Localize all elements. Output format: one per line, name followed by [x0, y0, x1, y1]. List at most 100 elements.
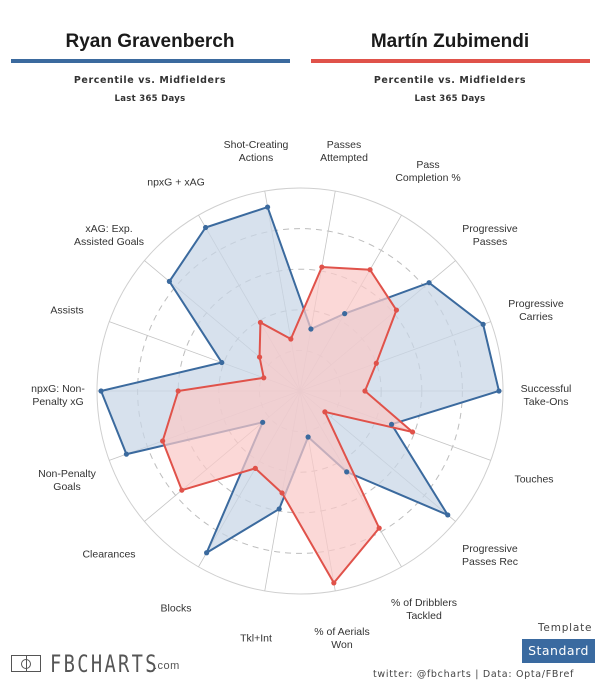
axis-label-line: Progressive: [462, 543, 518, 555]
logo-text: FBCHARTS: [50, 650, 159, 678]
player-name-right: Martín Zubimendi: [370, 31, 530, 52]
axis-label-line: Touches: [514, 473, 554, 486]
axis-label-line: npxG: Non-: [31, 383, 85, 395]
data-point: [322, 409, 328, 415]
axis-label: Pass Completion %: [395, 159, 460, 185]
data-point: [362, 388, 368, 394]
axis-label-line: Clearances: [82, 548, 136, 561]
data-point: [305, 434, 311, 440]
data-point: [342, 311, 348, 317]
fbcharts-logo: FBCHARTS .com: [11, 650, 190, 676]
data-point: [480, 321, 486, 327]
axis-label: xAG: Exp. Assisted Goals: [74, 223, 144, 249]
axis-label-line: Goals: [53, 481, 81, 493]
logo-suffix: .com: [154, 660, 180, 672]
axis-label: % of Aerials Won: [314, 626, 369, 652]
axis-label-line: Progressive: [462, 223, 518, 235]
axis-label-line: Won: [331, 639, 353, 651]
axis-label-line: Passes: [472, 236, 508, 248]
data-point: [367, 267, 373, 273]
radar-series: [98, 204, 502, 586]
axis-label-line: % of Aerials: [314, 626, 370, 638]
data-point: [160, 438, 166, 444]
axis-label-line: Penalty xG: [32, 396, 84, 408]
data-point: [409, 429, 416, 435]
data-point: [257, 319, 264, 326]
data-point: [175, 388, 181, 394]
axis-label-line: Actions: [238, 152, 274, 164]
axis-label-line: Blocks: [160, 602, 192, 615]
axis-label: Progressive Carries: [508, 298, 563, 324]
template-label: Template: [538, 622, 593, 634]
axis-label-line: Progressive: [508, 298, 564, 310]
axis-label-line: Assists: [50, 304, 84, 317]
template-select-button[interactable]: Standard: [522, 639, 595, 663]
data-point: [261, 375, 267, 381]
pitch-icon: [11, 655, 41, 672]
player-color-bar-right: [311, 59, 590, 63]
axis-label-line: Pass: [416, 159, 440, 171]
axis-label: Progressive Passes: [462, 223, 517, 249]
data-point: [279, 490, 285, 496]
data-point: [252, 465, 258, 471]
axis-label: Shot-Creating Actions: [224, 139, 289, 165]
axis-label-line: xAG: Exp.: [85, 223, 133, 235]
data-point: [496, 388, 502, 394]
axis-label: Touches: [514, 474, 553, 487]
player-color-bar-left: [11, 59, 290, 63]
axis-label-line: Completion %: [395, 172, 461, 184]
axis-label: Tkl+Int: [240, 633, 272, 646]
data-point: [319, 264, 325, 270]
axis-label-line: % of Dribblers: [391, 597, 457, 609]
axis-label-line: Take-Ons: [523, 396, 569, 408]
axis-label-line: Passes: [326, 139, 362, 151]
data-point: [219, 359, 225, 366]
data-point: [288, 336, 294, 342]
data-point: [393, 307, 400, 313]
subtitle-left: Percentile vs. Midfielders: [73, 75, 227, 86]
data-point: [308, 326, 314, 332]
data-point: [166, 278, 172, 284]
axis-label-line: Shot-Creating: [223, 139, 289, 151]
data-point: [203, 224, 209, 231]
data-point: [264, 204, 271, 210]
player-name-left: Ryan Gravenberch: [65, 31, 235, 52]
data-point: [373, 360, 379, 366]
data-point: [376, 525, 382, 531]
axis-label-line: Attempted: [320, 152, 368, 164]
axis-label: Progressive Passes Rec: [462, 543, 518, 569]
data-point: [256, 354, 263, 360]
period-right: Last 365 Days: [414, 94, 486, 104]
data-point: [276, 506, 282, 512]
axis-label: Blocks: [161, 603, 192, 616]
axis-label: Assists: [50, 305, 83, 318]
data-point: [260, 419, 266, 425]
data-point: [204, 550, 210, 556]
axis-label-line: Carries: [519, 311, 553, 323]
period-left: Last 365 Days: [114, 94, 186, 104]
axis-label-line: Assisted Goals: [73, 236, 145, 248]
axis-label: Successful Take-Ons: [521, 383, 572, 409]
credits: twitter: @fbcharts | Data: Opta/FBref: [373, 669, 575, 680]
axis-label-line: Tkl+Int: [240, 632, 272, 645]
axis-label: Non-Penalty Goals: [38, 468, 96, 494]
data-point: [426, 280, 432, 286]
axis-label-line: Tackled: [406, 610, 442, 622]
data-point: [388, 421, 395, 427]
data-point: [179, 487, 185, 493]
data-point: [98, 388, 104, 394]
axis-label-line: npxG + xAG: [147, 176, 205, 189]
data-point: [445, 512, 451, 518]
data-point: [344, 469, 350, 475]
axis-label-line: Successful: [520, 383, 572, 395]
axis-label: npxG: Non- Penalty xG: [31, 383, 85, 409]
axis-label: npxG + xAG: [147, 177, 204, 190]
data-point: [331, 580, 337, 586]
axis-label-line: Passes Rec: [461, 556, 519, 568]
axis-label: Passes Attempted: [320, 139, 368, 165]
axis-label: Clearances: [82, 549, 135, 562]
data-point: [123, 451, 130, 457]
subtitle-right: Percentile vs. Midfielders: [373, 75, 527, 86]
axis-label: % of Dribblers Tackled: [391, 597, 457, 623]
